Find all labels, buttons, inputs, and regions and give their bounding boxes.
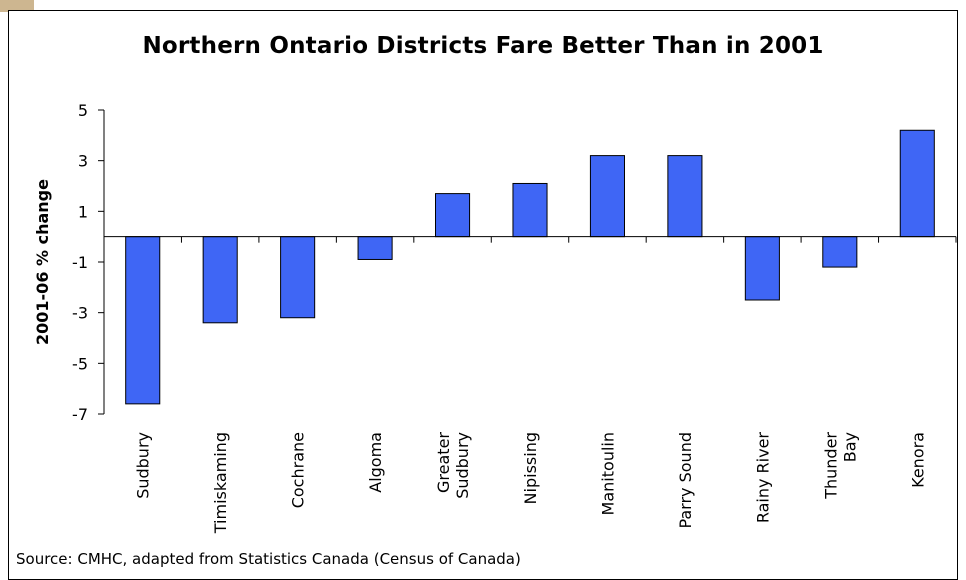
x-tick-label: Timiskaming — [211, 432, 230, 534]
bar — [202, 236, 238, 324]
y-tick-label: -5 — [72, 354, 88, 373]
bar — [435, 193, 471, 238]
source-note: Source: CMHC, adapted from Statistics Ca… — [16, 550, 521, 568]
x-tick-label: Thunder — [821, 432, 840, 500]
bar — [744, 236, 780, 301]
y-tick-label: 5 — [78, 101, 88, 120]
y-tick-label: -3 — [72, 304, 88, 323]
bar — [280, 236, 316, 319]
chart-title: Northern Ontario Districts Fare Better T… — [142, 33, 824, 59]
bar — [357, 236, 393, 260]
x-tick-label: Sudbury — [134, 432, 153, 499]
y-tick-label: 3 — [78, 152, 88, 171]
bar — [589, 155, 625, 238]
x-tick-label: Cochrane — [289, 432, 308, 508]
x-tick-label: Kenora — [908, 432, 927, 488]
bar — [125, 236, 161, 405]
bar — [822, 236, 858, 268]
y-tick-label: -7 — [72, 405, 88, 424]
x-tick-label: Greater — [434, 432, 453, 493]
corner-tab — [0, 0, 34, 12]
y-axis-label: 2001-06 % change — [33, 179, 52, 345]
y-tick-label: -1 — [72, 253, 88, 272]
chart-frame — [8, 10, 958, 580]
y-tick-label: 1 — [78, 202, 88, 221]
bar — [899, 129, 935, 238]
x-tick-label: Rainy River — [753, 432, 772, 524]
bar — [512, 182, 548, 238]
x-tick-label: Algoma — [366, 432, 385, 493]
x-tick-label: Sudbury — [453, 432, 472, 499]
bar — [667, 155, 703, 238]
x-tick-label: Manitoulin — [598, 432, 617, 515]
x-tick-label: Nipissing — [521, 432, 540, 504]
x-tick-label: Parry Sound — [676, 432, 695, 529]
x-tick-label: Bay — [840, 432, 859, 462]
